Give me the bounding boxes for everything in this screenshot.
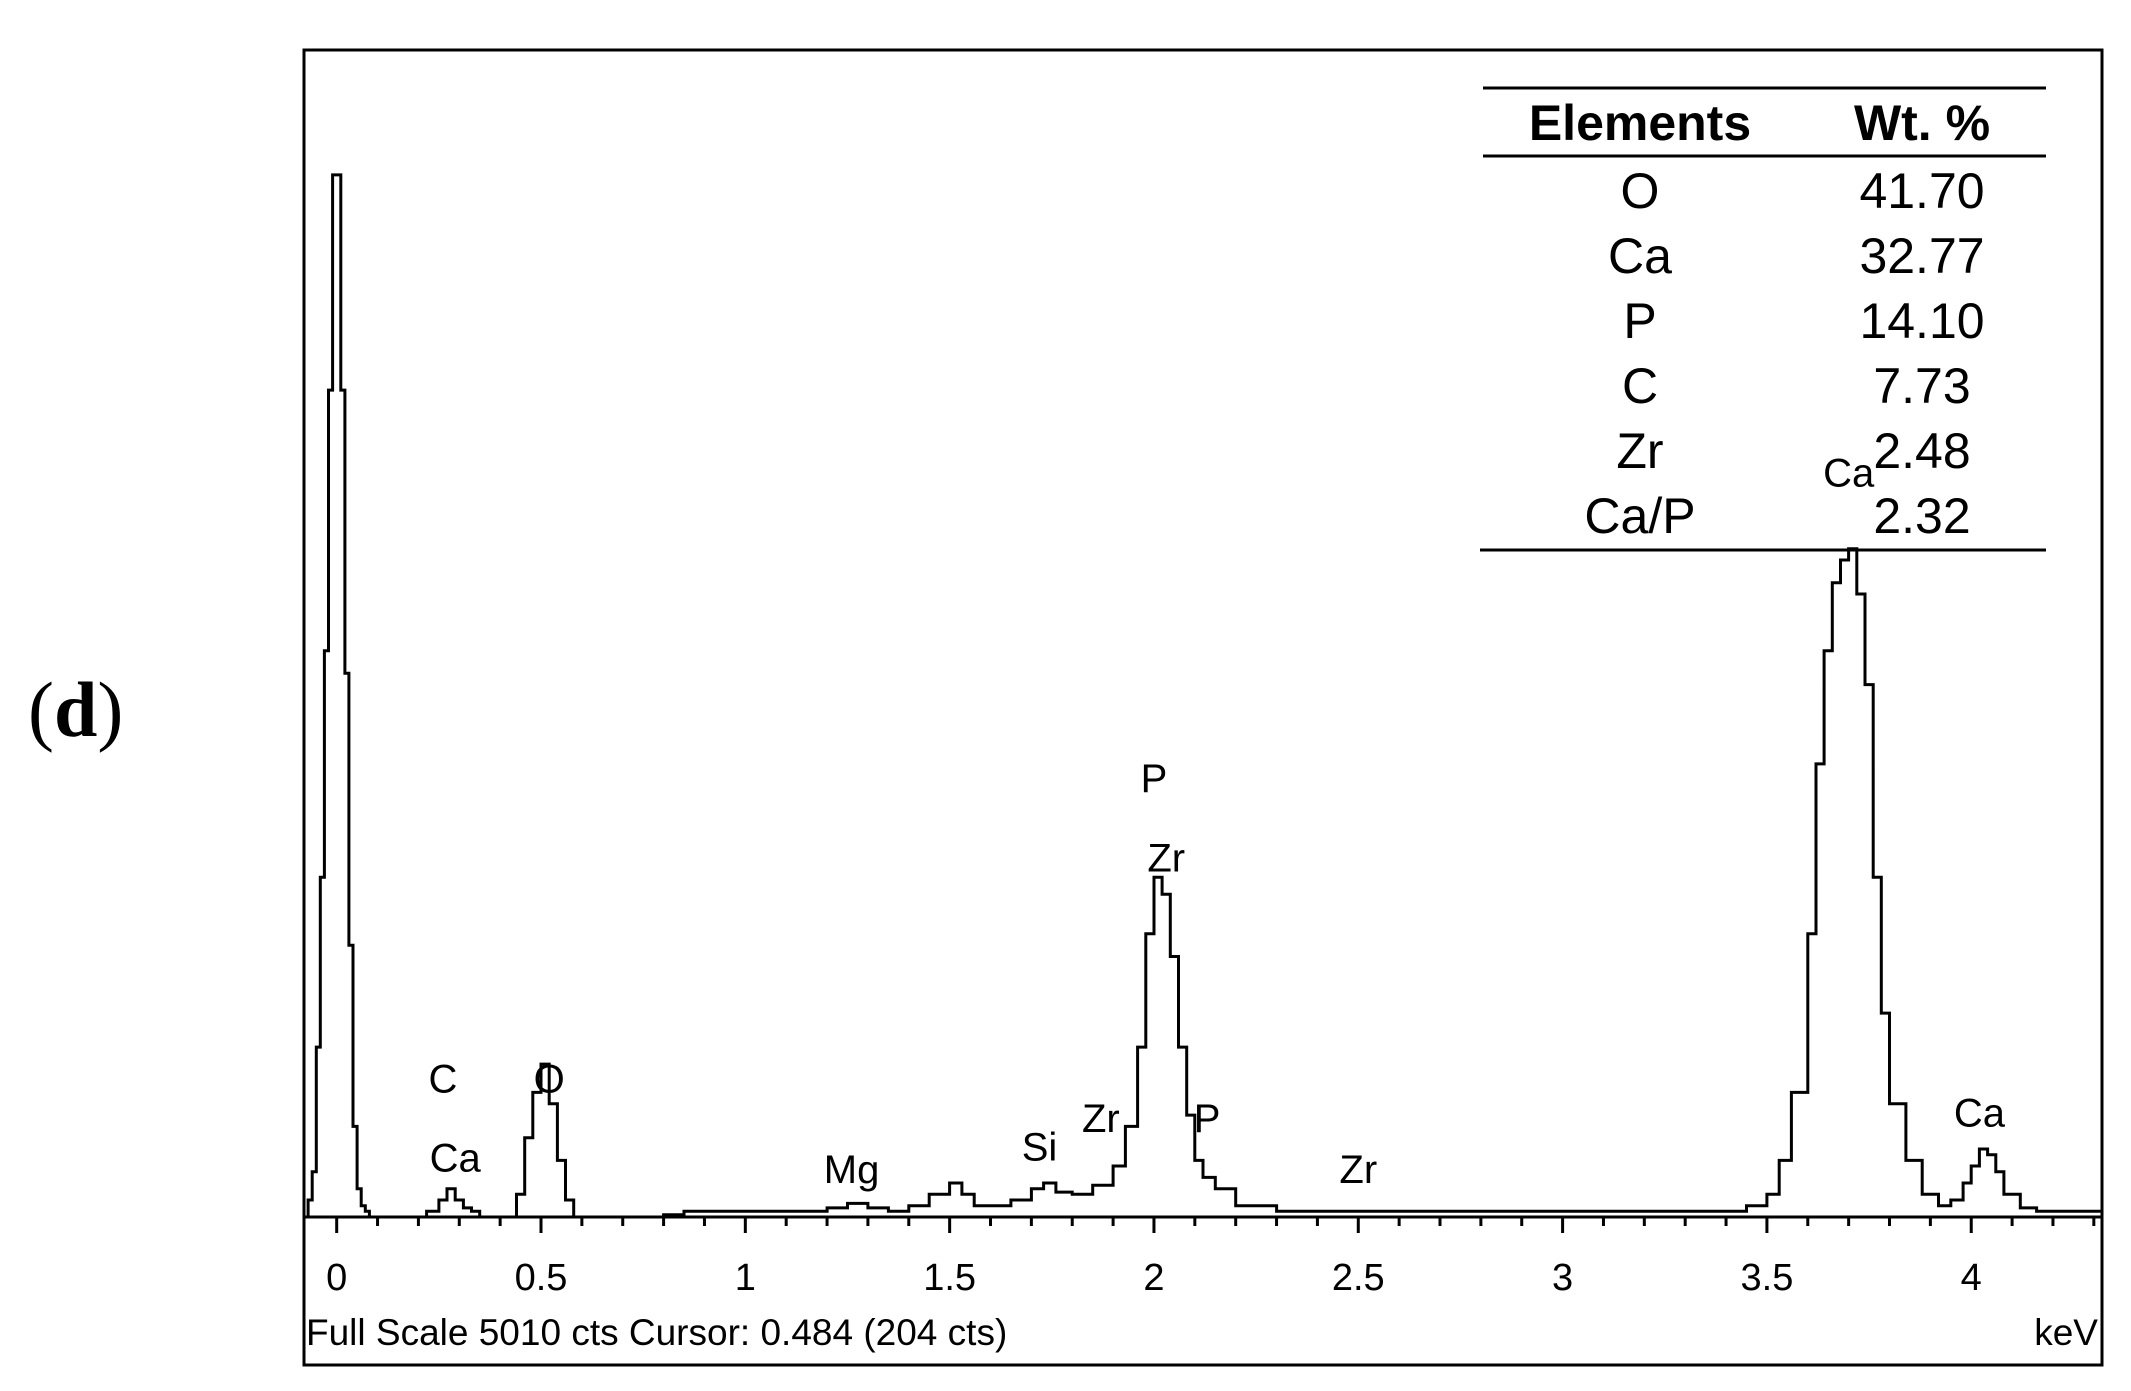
table-rows: O 41.70 Ca 32.77 P 14.10 C 7.73 Zr 2.48 Ca/P 2.32	[1584, 163, 1984, 544]
table-cell-element: P	[1623, 293, 1656, 349]
x-tick-label: 3	[1552, 1257, 1573, 1299]
x-tick-label: 0	[326, 1257, 347, 1299]
composition-table: Elements Wt. % O 41.70 Ca 32.77 P 14.10 C 7.73 Z…	[1480, 86, 2046, 552]
peak-label: P	[1194, 1097, 1221, 1141]
table-cell-wt: 2.48	[1873, 423, 1970, 479]
x-tick-label: 2	[1143, 1257, 1164, 1299]
plot-frame	[302, 48, 2104, 1367]
table-cell-element: Ca	[1608, 228, 1672, 284]
peak-label: Mg	[824, 1148, 880, 1192]
x-ticks	[335, 1217, 2096, 1233]
table-cell-wt: 7.73	[1873, 358, 1970, 414]
x-tick-label: 1.5	[923, 1257, 976, 1299]
peak-label: Si	[1022, 1125, 1058, 1169]
spectrum-line	[304, 173, 2102, 1219]
x-tick-labels: 0 0.5 1 1.5 2 2.5 3 3.5 4	[326, 1257, 1982, 1299]
table-cell-wt: 14.10	[1859, 293, 1984, 349]
panel-label: (d)	[28, 666, 124, 753]
x-tick-label: 4	[1961, 1257, 1982, 1299]
table-cell-element: O	[1621, 163, 1660, 219]
peak-label: Ca	[1823, 451, 1875, 495]
panel-label-letter: d	[53, 666, 98, 753]
table-cell-element: Ca/P	[1584, 488, 1695, 544]
table-cell-wt: 41.70	[1859, 163, 1984, 219]
table-cell-element: Zr	[1616, 423, 1663, 479]
table-header-wt: Wt. %	[1854, 95, 1990, 151]
peak-label: O	[534, 1057, 565, 1101]
x-axis-unit: keV	[2034, 1312, 2098, 1353]
x-tick-label: 3.5	[1741, 1257, 1794, 1299]
peak-label: C	[428, 1057, 457, 1101]
footer-text: Full Scale 5010 cts Cursor: 0.484 (204 c…	[306, 1312, 1007, 1353]
table-header-elements: Elements	[1529, 95, 1751, 151]
peak-label: Ca	[430, 1137, 482, 1181]
table-cell-wt: 2.32	[1873, 488, 1970, 544]
peak-label: P	[1141, 757, 1168, 801]
peak-label: Zr	[1082, 1097, 1120, 1141]
peak-label: Ca	[1954, 1091, 2006, 1135]
x-tick-label: 2.5	[1332, 1257, 1385, 1299]
table-cell-element: C	[1622, 358, 1658, 414]
x-tick-label: 1	[735, 1257, 756, 1299]
x-tick-label: 0.5	[515, 1257, 568, 1299]
peak-label: Zr	[1339, 1148, 1377, 1192]
table-cell-wt: 32.77	[1859, 228, 1984, 284]
peak-labels: C Ca O Mg Si Zr P P Zr Zr Ca Ca	[428, 451, 2005, 1192]
peak-label: Zr	[1147, 837, 1185, 881]
